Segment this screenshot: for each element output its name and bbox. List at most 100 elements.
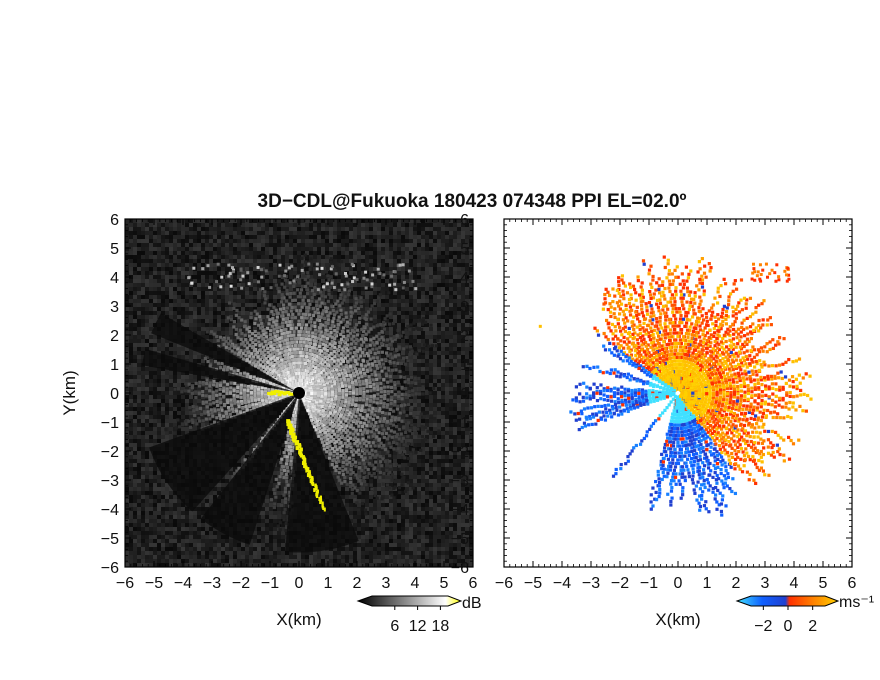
noise-cell xyxy=(261,243,265,247)
noise-cell xyxy=(149,375,153,379)
noise-cell xyxy=(429,383,433,387)
noise-cell xyxy=(417,227,421,231)
noise-cell xyxy=(429,243,433,247)
noise-cell xyxy=(137,251,141,255)
noise-cell xyxy=(201,291,205,295)
noise-cell xyxy=(285,231,289,235)
noise-cell xyxy=(129,327,133,331)
noise-cell xyxy=(457,227,461,231)
noise-cell xyxy=(421,283,425,287)
noise-cell xyxy=(369,335,373,339)
noise-cell xyxy=(185,271,189,275)
noise-cell xyxy=(445,247,449,251)
noise-cell xyxy=(449,327,453,331)
noise-cell xyxy=(441,379,445,383)
noise-cell xyxy=(237,275,241,279)
noise-cell xyxy=(345,251,349,255)
noise-cell xyxy=(353,283,357,287)
noise-cell xyxy=(169,387,173,391)
noise-cell xyxy=(129,379,133,383)
noise-cell xyxy=(157,303,161,307)
noise-cell xyxy=(129,311,133,315)
noise-cell xyxy=(233,295,237,299)
noise-cell xyxy=(393,323,397,327)
noise-cell xyxy=(469,235,473,239)
noise-cell xyxy=(129,323,133,327)
noise-cell xyxy=(441,351,445,355)
noise-cell xyxy=(129,359,133,363)
noise-cell xyxy=(233,323,237,327)
noise-cell xyxy=(469,219,473,223)
noise-cell xyxy=(305,223,309,227)
noise-cell xyxy=(437,271,441,275)
noise-cell xyxy=(213,251,217,255)
noise-cell xyxy=(365,263,369,267)
noise-cell xyxy=(137,447,141,451)
noise-cell xyxy=(417,271,421,275)
noise-cell xyxy=(225,311,229,315)
noise-cell xyxy=(185,303,189,307)
noise-cell xyxy=(341,275,345,279)
noise-cell xyxy=(461,339,465,343)
noise-cell xyxy=(461,251,465,255)
noise-cell xyxy=(161,283,165,287)
noise-cell xyxy=(245,251,249,255)
noise-cell xyxy=(153,391,157,395)
noise-cell xyxy=(205,259,209,263)
noise-cell xyxy=(201,219,205,223)
noise-cell xyxy=(261,231,265,235)
noise-cell xyxy=(469,283,473,287)
noise-cell xyxy=(157,239,161,243)
noise-cell xyxy=(405,347,409,351)
noise-cell xyxy=(337,375,341,379)
noise-cell xyxy=(149,331,153,335)
noise-cell xyxy=(389,227,393,231)
noise-cell xyxy=(277,251,281,255)
noise-cell xyxy=(465,355,469,359)
noise-cell xyxy=(141,419,145,423)
noise-cell xyxy=(397,227,401,231)
noise-cell xyxy=(293,287,297,291)
noise-cell xyxy=(421,251,425,255)
noise-cell xyxy=(413,315,417,319)
noise-cell xyxy=(413,319,417,323)
noise-cell xyxy=(201,287,205,291)
noise-cell xyxy=(333,343,337,347)
noise-cell xyxy=(409,383,413,387)
noise-cell xyxy=(129,447,133,451)
noise-cell xyxy=(169,351,173,355)
noise-cell xyxy=(173,271,177,275)
noise-cell xyxy=(465,339,469,343)
noise-cell xyxy=(469,307,473,311)
noise-cell xyxy=(173,423,177,427)
noise-cell xyxy=(141,431,145,435)
noise-cell xyxy=(173,407,177,411)
noise-cell xyxy=(457,367,461,371)
noise-cell xyxy=(437,343,441,347)
noise-cell xyxy=(433,347,437,351)
noise-cell xyxy=(433,351,437,355)
noise-cell xyxy=(373,287,377,291)
noise-cell xyxy=(133,323,137,327)
noise-cell xyxy=(417,363,421,367)
noise-cell xyxy=(285,303,289,307)
noise-cell xyxy=(153,403,157,407)
noise-cell xyxy=(177,295,181,299)
noise-cell xyxy=(461,259,465,263)
noise-cell xyxy=(209,311,213,315)
noise-cell xyxy=(401,303,405,307)
noise-cell xyxy=(453,219,457,223)
noise-cell xyxy=(149,403,153,407)
noise-cell xyxy=(257,255,261,259)
noise-cell xyxy=(265,247,269,251)
noise-cell xyxy=(377,315,381,319)
noise-cell xyxy=(181,271,185,275)
noise-cell xyxy=(209,235,213,239)
noise-cell xyxy=(389,243,393,247)
noise-cell xyxy=(213,291,217,295)
noise-cell xyxy=(393,315,397,319)
noise-cell xyxy=(389,327,393,331)
noise-cell xyxy=(245,295,249,299)
noise-cell xyxy=(457,359,461,363)
noise-cell xyxy=(153,291,157,295)
